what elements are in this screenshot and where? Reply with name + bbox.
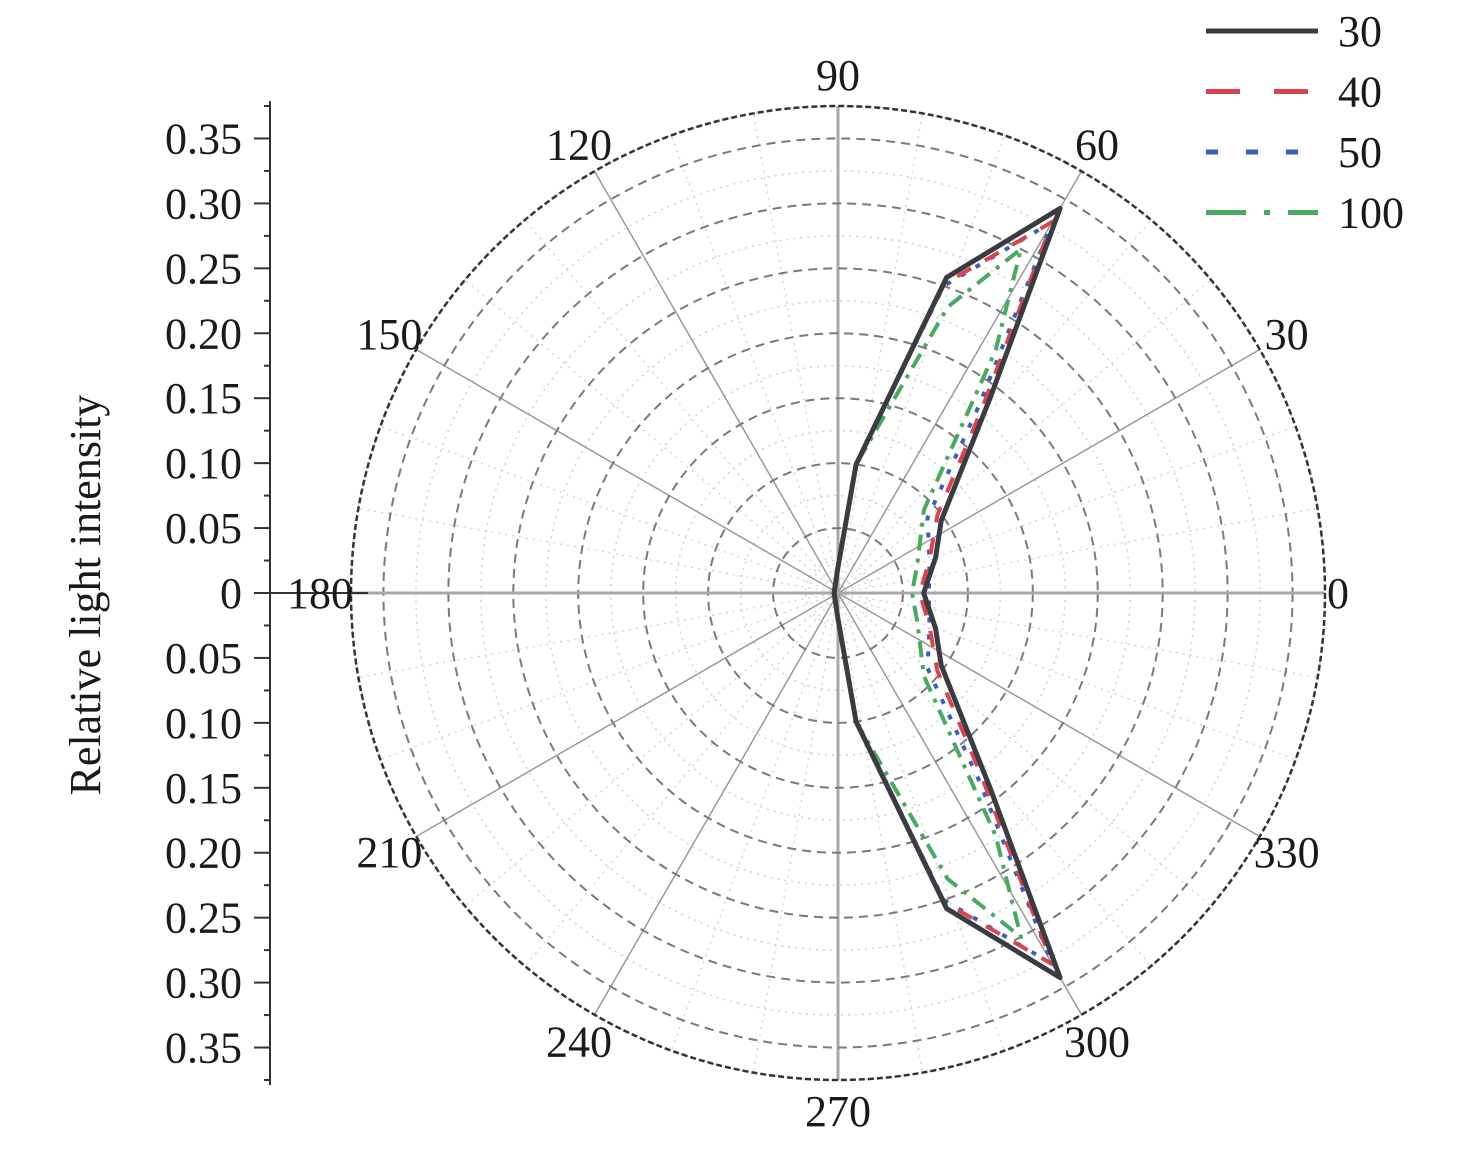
r-tick-label: 0.25 (165, 894, 242, 943)
legend-label: 30 (1338, 7, 1382, 56)
r-tick-label: 0.30 (165, 179, 242, 228)
legend-label: 50 (1338, 128, 1382, 177)
r-tick-label: 0.35 (165, 1024, 242, 1073)
polar-grid (349, 104, 1327, 1082)
angle-tick-label: 240 (546, 1018, 612, 1067)
angle-tick-label: 180 (287, 569, 353, 618)
angle-tick-label: 0 (1327, 569, 1349, 618)
major-spoke (415, 348, 839, 594)
r-tick-label: 0.30 (165, 959, 242, 1008)
legend: 30 40 50 100 (1206, 7, 1404, 238)
r-tick-label: 0 (220, 569, 242, 618)
minor-spoke (837, 592, 1212, 907)
major-spoke (415, 592, 839, 838)
y-axis-label: Relative light intensity (61, 395, 110, 796)
series-lines (831, 205, 1063, 981)
r-tick-label: 0.15 (165, 374, 242, 423)
major-spoke (837, 592, 1083, 1016)
outer-ring (349, 104, 1327, 1082)
major-spoke (837, 170, 1083, 594)
angle-tick-label: 330 (1254, 828, 1320, 877)
major-spoke (593, 170, 839, 594)
r-tick-label: 0.20 (165, 829, 242, 878)
r-tick-label: 0.15 (165, 764, 242, 813)
major-spoke (593, 592, 839, 1016)
angle-labels: 0 30 60 90 120 150 180 210 240 270 300 330 (287, 51, 1349, 1136)
major-spoke (837, 348, 1261, 594)
series-line-30 (831, 205, 1063, 981)
minor-spoke (837, 592, 1296, 761)
major-spoke (837, 592, 1261, 838)
legend-label: 40 (1338, 68, 1382, 117)
r-tick-label: 0.20 (165, 309, 242, 358)
r-tick-label: 0.05 (165, 634, 242, 683)
minor-spoke (524, 592, 839, 967)
angle-tick-label: 60 (1075, 120, 1119, 169)
minor-spoke (670, 135, 839, 594)
angle-tick-label: 30 (1265, 310, 1309, 359)
r-tick-label: 0.25 (165, 244, 242, 293)
r-tick-label: 0.05 (165, 504, 242, 553)
legend-label: 100 (1338, 189, 1404, 238)
minor-spoke (464, 279, 839, 594)
angle-tick-label: 150 (356, 310, 422, 359)
minor-spoke (380, 592, 839, 761)
angle-tick-label: 120 (546, 120, 612, 169)
angle-tick-label: 300 (1064, 1018, 1130, 1067)
angle-tick-label: 210 (356, 828, 422, 877)
r-tick-label: 0.35 (165, 114, 242, 163)
radial-axis: 0 0.05 0.05 0.10 0.10 0.15 0.15 0.20 0.20 0.25 0.2… (165, 101, 368, 1085)
r-tick-label: 0.10 (165, 699, 242, 748)
angle-tick-label: 270 (805, 1087, 871, 1136)
angle-tick-label: 90 (816, 51, 860, 100)
r-tick-label: 0.10 (165, 439, 242, 488)
